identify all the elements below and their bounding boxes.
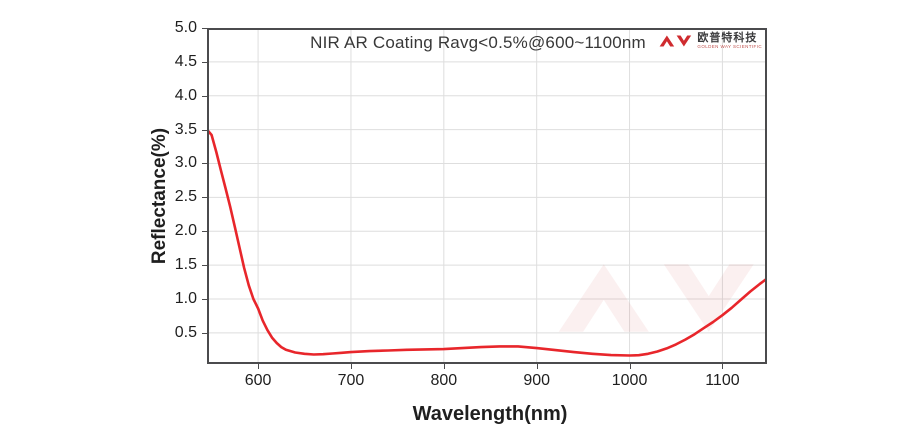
x-axis-title: Wavelength(nm) <box>412 403 568 425</box>
x-tick-label: 700 <box>337 372 365 389</box>
y-tick-label: 0.5 <box>174 323 197 341</box>
y-tick-label: 1.0 <box>174 289 197 307</box>
y-tick-label: 5.0 <box>174 19 197 36</box>
y-tick-label: 2.5 <box>174 188 197 206</box>
x-tick-label: 1000 <box>611 372 648 389</box>
chart-title: NIR AR Coating Ravg<0.5%@600~1100nm <box>310 33 646 52</box>
x-tick-mark <box>443 364 445 369</box>
y-tick-mark <box>202 197 207 199</box>
x-tick-mark <box>258 364 260 369</box>
y-tick-mark <box>202 129 207 131</box>
x-tick-mark <box>536 364 538 369</box>
plot-area <box>207 28 767 364</box>
x-tick-label: 800 <box>430 372 458 389</box>
x-tick-label: 1100 <box>705 372 740 389</box>
brand-logo-text: 欧普特科技 GOLDEN WAY SCIENTIFIC <box>697 31 762 50</box>
y-tick-label: 4.0 <box>174 86 197 104</box>
y-tick-label: 2.0 <box>174 222 197 240</box>
x-tick-label: 600 <box>244 372 272 389</box>
x-tick-label: 900 <box>523 372 551 389</box>
y-tick-mark <box>202 298 207 300</box>
y-tick-mark <box>202 265 207 267</box>
y-tick-label: 4.5 <box>174 52 197 70</box>
y-tick-mark <box>202 332 207 334</box>
y-tick-mark <box>202 61 207 63</box>
brand-name-english: GOLDEN WAY SCIENTIFIC <box>697 43 762 49</box>
brand-logo-icon <box>659 31 693 51</box>
y-tick-mark <box>202 231 207 233</box>
y-tick-label: 3.5 <box>174 120 197 138</box>
y-tick-mark <box>202 163 207 165</box>
y-tick-mark <box>202 95 207 97</box>
x-tick-mark <box>350 364 352 369</box>
y-tick-mark <box>202 28 207 29</box>
y-tick-label: 1.5 <box>174 256 197 274</box>
x-tick-mark <box>629 364 631 369</box>
brand-logo: 欧普特科技 GOLDEN WAY SCIENTIFIC <box>659 31 762 51</box>
brand-name-chinese: 欧普特科技 <box>697 31 758 44</box>
x-tick-mark <box>722 364 724 369</box>
y-tick-label: 3.0 <box>174 154 197 172</box>
